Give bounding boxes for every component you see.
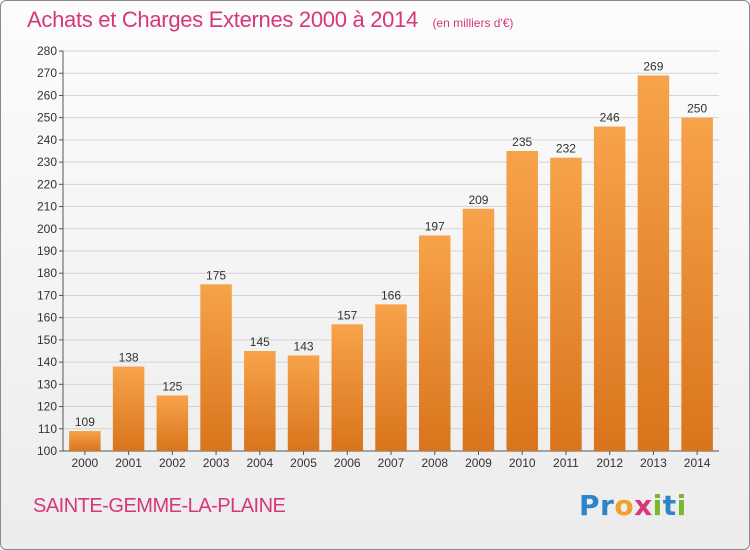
x-tick-label: 2008 <box>421 456 448 470</box>
data-label: 250 <box>687 102 707 116</box>
proxiti-logo[interactable]: Proxiti <box>579 489 687 522</box>
data-label: 235 <box>512 135 532 149</box>
logo-letter: x <box>634 489 653 522</box>
bar <box>375 304 407 451</box>
y-tick-label: 110 <box>38 422 57 436</box>
x-tick-label: 2002 <box>159 456 186 470</box>
y-tick-label: 210 <box>37 200 57 214</box>
bar <box>550 157 582 451</box>
bar <box>506 151 538 451</box>
data-label: 269 <box>643 59 663 73</box>
bar <box>112 366 145 451</box>
bar <box>418 235 451 451</box>
x-tick-label: 2003 <box>203 456 230 470</box>
y-tick-label: 180 <box>37 266 57 280</box>
data-label: 209 <box>468 193 488 207</box>
bar <box>244 351 276 451</box>
x-tick-label: 2004 <box>246 456 273 470</box>
y-tick-label: 250 <box>37 111 57 125</box>
y-tick-label: 280 <box>37 44 57 58</box>
x-tick-label: 2009 <box>465 456 492 470</box>
data-label: 145 <box>250 335 270 349</box>
y-tick-label: 170 <box>37 288 57 302</box>
bar <box>637 75 670 451</box>
logo-letter: i <box>652 489 663 522</box>
y-tick-label: 130 <box>37 377 57 391</box>
bar <box>681 117 713 452</box>
title-row: Achats et Charges Externes 2000 à 2014 (… <box>27 7 513 33</box>
data-label: 143 <box>294 339 314 353</box>
y-tick-label: 270 <box>37 66 57 80</box>
bar <box>156 395 189 451</box>
chart-subtitle: (en milliers d'€) <box>432 16 514 30</box>
y-tick-label: 240 <box>37 133 57 147</box>
x-tick-label: 2005 <box>290 456 317 470</box>
data-label: 138 <box>119 351 139 365</box>
x-tick-label: 2000 <box>72 456 99 470</box>
y-tick-label: 100 <box>37 444 57 458</box>
bar <box>462 208 495 451</box>
bar <box>593 126 626 452</box>
x-tick-label: 2014 <box>684 456 711 470</box>
logo-letter: P <box>579 489 601 522</box>
bar <box>331 324 364 451</box>
data-label: 246 <box>600 111 620 125</box>
chart-title: Achats et Charges Externes 2000 à 2014 <box>27 7 418 32</box>
y-tick-label: 190 <box>37 244 57 258</box>
y-tick-label: 160 <box>37 311 57 325</box>
y-tick-label: 200 <box>37 222 57 236</box>
logo-letter: t <box>662 489 677 522</box>
data-label: 157 <box>337 308 357 322</box>
y-tick-label: 230 <box>37 155 57 169</box>
y-tick-label: 220 <box>37 177 57 191</box>
x-tick-label: 2010 <box>509 456 536 470</box>
y-tick-label: 260 <box>37 88 57 102</box>
y-tick-label: 150 <box>37 333 57 347</box>
x-tick-label: 2011 <box>553 456 579 470</box>
x-tick-label: 2006 <box>334 456 361 470</box>
y-tick-label: 140 <box>37 355 57 369</box>
y-tick-label: 120 <box>37 400 57 414</box>
logo-letter: o <box>614 489 635 522</box>
bar <box>287 355 320 451</box>
data-label: 175 <box>206 268 226 282</box>
commune-name: SAINTE-GEMME-LA-PLAINE <box>33 495 286 517</box>
logo-letter: r <box>600 489 615 522</box>
x-tick-label: 2012 <box>596 456 623 470</box>
logo-letter: i <box>676 489 687 522</box>
data-label: 232 <box>556 142 576 156</box>
data-label: 109 <box>75 415 95 429</box>
x-tick-label: 2001 <box>115 456 142 470</box>
data-label: 166 <box>381 288 401 302</box>
bar <box>200 284 232 451</box>
data-label: 197 <box>425 219 445 233</box>
x-tick-label: 2007 <box>378 456 405 470</box>
data-label: 125 <box>162 379 182 393</box>
x-tick-label: 2013 <box>640 456 667 470</box>
bar <box>69 431 101 451</box>
